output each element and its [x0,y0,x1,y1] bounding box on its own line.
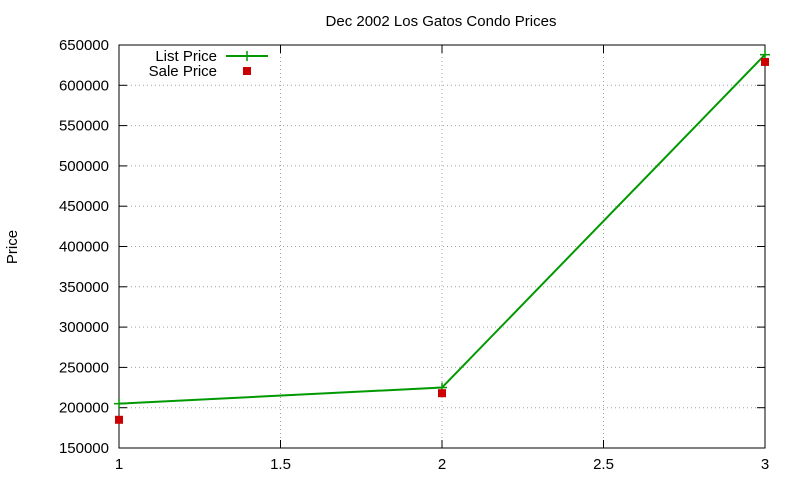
square-marker [243,67,251,75]
y-tick-label: 200000 [59,400,109,417]
series-sale-price [115,57,769,424]
series-layer [114,49,770,424]
legend-entry-list-price: List Price [155,48,268,65]
x-tick-label: 2 [438,456,446,473]
x-tick-label: 2.5 [593,456,614,473]
y-tick-label: 450000 [59,198,109,215]
chart-title: Dec 2002 Los Gatos Condo Prices [326,13,557,30]
y-tick-label: 400000 [59,239,109,256]
plus-marker [242,51,252,61]
x-tick-label: 1.5 [270,456,291,473]
square-marker [761,57,769,66]
square-marker [438,389,446,398]
y-axis-label: Price [4,230,21,264]
x-tick-label: 1 [115,456,123,473]
y-tick-label: 150000 [59,440,109,457]
legend-label: List Price [155,48,217,65]
axis-ticks: 150000 200000 250000 300000 350000 400000 4500… [59,37,769,473]
legend-label: Sale Price [149,63,217,80]
x-tick-label: 3 [761,456,769,473]
y-tick-label: 500000 [59,158,109,175]
square-marker [115,415,123,424]
series-list-price [114,49,770,409]
y-tick-label: 350000 [59,279,109,296]
y-tick-label: 250000 [59,359,109,376]
plus-marker [114,398,124,409]
y-tick-label: 300000 [59,319,109,336]
y-tick-label: 600000 [59,77,109,94]
legend-entry-sale-price: Sale Price [149,63,251,80]
y-tick-label: 650000 [59,37,109,54]
y-tick-label: 550000 [59,118,109,135]
